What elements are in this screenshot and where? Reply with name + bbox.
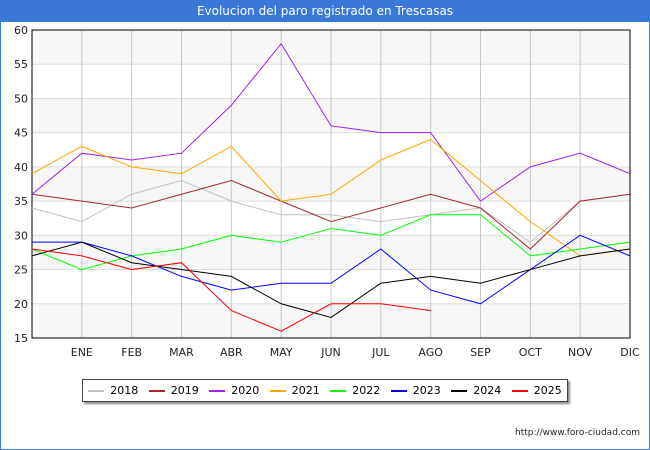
y-tick-label: 50 (14, 92, 28, 105)
legend-label: 2023 (412, 384, 441, 397)
legend-label: 2025 (533, 384, 562, 397)
legend-item-2023: 2023 (390, 384, 441, 397)
legend-item-2019: 2019 (148, 384, 199, 397)
legend-label: 2024 (473, 384, 502, 397)
series-line-2024 (31, 241, 631, 319)
x-tick-label: AGO (418, 346, 443, 359)
footer-url[interactable]: http://www.foro-ciudad.com (515, 428, 640, 438)
x-tick-label: MAR (169, 346, 194, 359)
y-tick-label: 55 (14, 58, 28, 71)
plot-border (31, 29, 631, 339)
x-tick-label: DIC (620, 346, 640, 359)
legend-label: 2020 (231, 384, 260, 397)
legend-label: 2019 (170, 384, 199, 397)
series-line-2021 (31, 138, 631, 257)
legend-swatch (511, 389, 528, 392)
series-line-2025 (31, 248, 431, 332)
legend-item-2021: 2021 (269, 384, 320, 397)
series-line-2018 (31, 180, 631, 243)
legend-item-2024: 2024 (451, 384, 501, 397)
legend-item-2025: 2025 (511, 384, 562, 397)
series-line-2019 (31, 180, 631, 250)
legend: 2018 2019 2020 2021 2022 2023 2024 2025 (82, 379, 568, 402)
x-tick-label: OCT (519, 346, 542, 359)
legend-swatch (209, 389, 226, 392)
legend-item-2020: 2020 (209, 384, 259, 397)
x-tick-label: SEP (470, 346, 491, 359)
chart-title: Evolucion del paro registrado en Trescas… (0, 0, 650, 22)
legend-swatch (269, 389, 286, 392)
x-tick-label: JUL (371, 346, 390, 359)
x-tick-label: ABR (220, 346, 243, 359)
x-tick-label: NOV (568, 346, 593, 359)
legend-swatch (88, 389, 105, 392)
x-tick-label: ENE (71, 346, 93, 359)
legend-label: 2018 (110, 384, 139, 397)
legend-swatch (451, 389, 468, 392)
legend-item-2018: 2018 (88, 384, 138, 397)
x-tick-label: MAY (270, 346, 293, 359)
legend-label: 2022 (352, 384, 381, 397)
legend-swatch (148, 389, 165, 392)
legend-swatch (390, 389, 407, 392)
y-tick-label: 35 (14, 195, 28, 208)
series-line-2020 (31, 42, 631, 202)
legend-label: 2021 (291, 384, 320, 397)
y-tick-label: 40 (14, 161, 28, 174)
y-tick-label: 25 (14, 264, 28, 277)
y-tick-label: 15 (14, 332, 28, 345)
legend-swatch (330, 389, 347, 392)
x-tick-label: JUN (320, 346, 341, 359)
y-tick-label: 45 (14, 127, 28, 140)
y-tick-label: 60 (14, 24, 28, 37)
y-tick-label: 30 (14, 229, 28, 242)
y-tick-label: 20 (14, 298, 28, 311)
legend-item-2022: 2022 (330, 384, 380, 397)
x-tick-label: FEB (121, 346, 142, 359)
